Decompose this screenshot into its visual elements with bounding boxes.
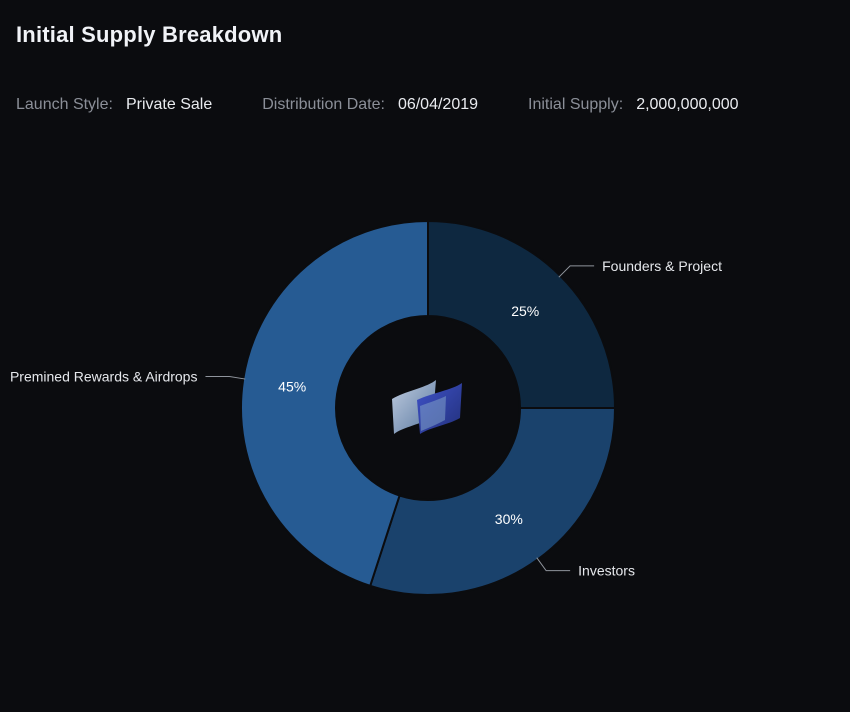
slice-labels: 25% Founders & Project 30% Investors 45% Prem… [10,258,722,579]
slice-value-label: 45% [278,378,306,394]
initial-supply-label: Initial Supply: [528,96,624,113]
project-logo-icon [392,380,462,434]
leader-lines [205,265,595,572]
page-title: Initial Supply Breakdown [16,22,283,47]
slice-investors [368,407,617,596]
launch-style-value: Private Sale [125,96,213,113]
launch-style-item: Launch Style: Private Sale [16,95,212,115]
distribution-date-value: 06/04/2019 [397,96,479,113]
leader-line [558,265,595,278]
slice-value-label: 30% [495,511,523,527]
slice-value-label: 25% [511,303,539,319]
slice-premined-rewards-airdrops [240,219,429,588]
slice-category-label: Premined Rewards & Airdrops [10,369,198,385]
donut-slices [240,219,617,596]
initial-supply-item: Initial Supply: 2,000,000,000 [528,95,739,115]
slice-category-label: Investors [578,563,635,579]
slice-founders-project [427,219,617,409]
launch-style-label: Launch Style: [16,96,113,113]
meta-row: Launch Style: Private Sale Distribution … [16,95,789,115]
initial-supply-value: 2,000,000,000 [636,96,739,113]
leader-line [536,557,571,572]
distribution-date-item: Distribution Date: 06/04/2019 [262,95,478,115]
slice-category-label: Founders & Project [602,258,722,274]
leader-line [205,376,246,380]
distribution-date-label: Distribution Date: [262,96,385,113]
